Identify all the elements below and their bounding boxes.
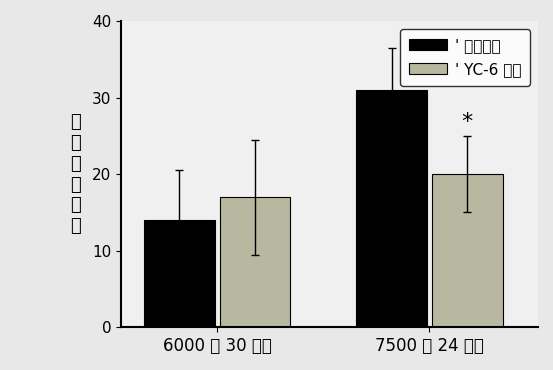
Bar	[356, 90, 427, 327]
Bar	[432, 174, 503, 327]
Bar	[144, 220, 215, 327]
Text: *: *	[462, 112, 473, 132]
Bar	[220, 197, 290, 327]
Y-axis label: 神
经
功
能
评
分: 神 经 功 能 评 分	[70, 113, 81, 235]
Legend: ' 溶剂对照, ' YC-6 处理: ' 溶剂对照, ' YC-6 处理	[400, 28, 530, 86]
